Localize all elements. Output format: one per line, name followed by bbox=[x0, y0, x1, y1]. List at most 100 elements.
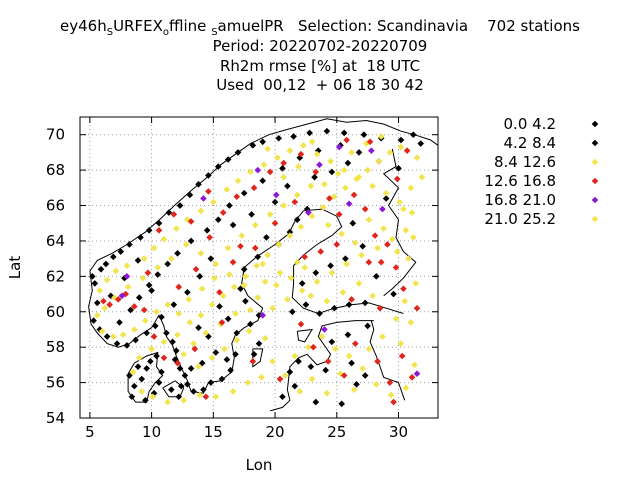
legend-marker bbox=[591, 215, 599, 223]
data-point bbox=[231, 283, 238, 291]
data-point bbox=[264, 251, 271, 259]
data-point bbox=[233, 329, 241, 337]
data-point bbox=[148, 345, 155, 353]
data-point bbox=[234, 149, 242, 156]
legend-label: 0.0 4.2 bbox=[504, 115, 556, 133]
data-point bbox=[212, 260, 220, 268]
data-point bbox=[334, 170, 342, 177]
data-point bbox=[322, 366, 329, 374]
data-point bbox=[323, 297, 331, 305]
data-point bbox=[237, 242, 244, 250]
x-tick-label: 10 bbox=[142, 423, 161, 441]
data-point bbox=[328, 168, 336, 176]
data-point bbox=[174, 359, 181, 367]
data-point bbox=[207, 379, 215, 386]
data-point bbox=[155, 227, 163, 234]
data-point bbox=[312, 168, 320, 176]
data-point bbox=[176, 202, 184, 209]
data-point bbox=[160, 354, 168, 362]
data-point bbox=[281, 372, 289, 379]
data-point bbox=[361, 205, 369, 213]
legend-label: 12.6 16.8 bbox=[484, 172, 556, 190]
data-point bbox=[219, 209, 227, 216]
x-tick-label: 25 bbox=[327, 423, 346, 441]
data-point bbox=[402, 227, 410, 234]
data-point bbox=[366, 138, 374, 146]
data-point bbox=[200, 386, 207, 393]
x-tick-label: 5 bbox=[85, 423, 95, 441]
data-point bbox=[413, 304, 421, 312]
data-point bbox=[293, 258, 301, 266]
data-point bbox=[382, 189, 390, 197]
data-point bbox=[242, 273, 249, 280]
data-point bbox=[232, 350, 239, 358]
data-point bbox=[110, 253, 117, 261]
data-point bbox=[203, 227, 211, 234]
coastline bbox=[269, 320, 374, 412]
data-point bbox=[371, 232, 379, 239]
x-tick-label: 15 bbox=[204, 423, 223, 441]
data-point bbox=[89, 273, 96, 280]
data-point bbox=[261, 278, 269, 285]
data-point bbox=[350, 386, 358, 393]
coastline bbox=[162, 380, 185, 398]
data-point bbox=[296, 388, 304, 395]
data-point bbox=[266, 211, 274, 218]
data-point bbox=[160, 338, 168, 346]
data-point bbox=[172, 225, 180, 232]
data-point bbox=[98, 327, 106, 335]
y-tick-label: 56 bbox=[46, 374, 65, 392]
data-point bbox=[234, 177, 242, 185]
data-point bbox=[293, 191, 301, 199]
data-point bbox=[229, 221, 237, 229]
data-point bbox=[142, 317, 149, 324]
data-point bbox=[135, 294, 143, 301]
data-point bbox=[333, 241, 341, 248]
data-point bbox=[119, 331, 127, 339]
data-point bbox=[353, 381, 360, 388]
data-point bbox=[219, 292, 227, 300]
data-point bbox=[318, 333, 326, 340]
data-point bbox=[312, 398, 320, 406]
data-point bbox=[240, 281, 248, 289]
data-point bbox=[280, 159, 287, 167]
data-point bbox=[174, 331, 181, 339]
data-point bbox=[335, 211, 343, 218]
data-point bbox=[401, 297, 408, 305]
data-point bbox=[240, 265, 248, 273]
data-point bbox=[307, 363, 315, 370]
data-point bbox=[402, 384, 410, 392]
data-point bbox=[139, 274, 147, 282]
data-point bbox=[121, 274, 128, 282]
data-point bbox=[269, 358, 276, 365]
y-tick-label: 64 bbox=[46, 232, 65, 250]
data-point bbox=[319, 204, 327, 211]
data-point bbox=[301, 264, 308, 271]
data-point bbox=[247, 306, 254, 314]
data-point bbox=[324, 221, 332, 229]
data-point bbox=[338, 230, 346, 238]
data-point bbox=[212, 349, 220, 356]
data-point bbox=[363, 140, 370, 147]
data-point bbox=[118, 292, 126, 300]
data-point bbox=[291, 198, 299, 206]
data-point bbox=[395, 165, 402, 172]
coastline bbox=[382, 148, 417, 297]
y-tick-label: 58 bbox=[46, 338, 65, 356]
data-point bbox=[137, 234, 144, 241]
data-point bbox=[271, 219, 279, 227]
data-point bbox=[298, 287, 306, 294]
data-point bbox=[114, 296, 122, 303]
data-point bbox=[205, 333, 212, 340]
data-point bbox=[186, 319, 194, 326]
data-point bbox=[187, 237, 195, 245]
data-point bbox=[198, 285, 206, 293]
data-point bbox=[197, 312, 205, 319]
data-point bbox=[308, 212, 316, 220]
data-point bbox=[131, 326, 138, 333]
data-point bbox=[195, 363, 202, 370]
data-point bbox=[117, 248, 125, 255]
data-point bbox=[271, 198, 279, 206]
data-point bbox=[344, 159, 352, 167]
data-point bbox=[260, 161, 268, 169]
